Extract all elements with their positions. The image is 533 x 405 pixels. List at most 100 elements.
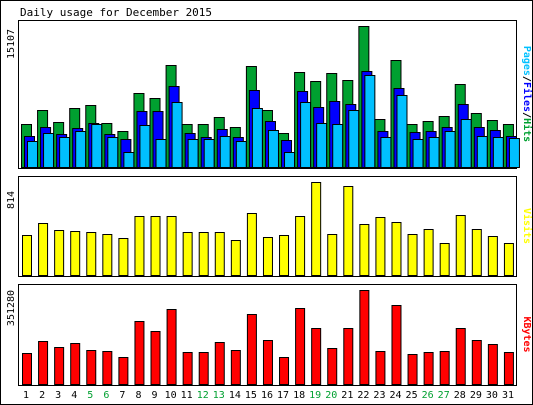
chart-panels: 15107Pages/Files/Hits814Visits351280KByt… [6,20,533,386]
bar-kbytes-day-24 [391,305,402,385]
bar-visits-day-23 [375,217,386,276]
bar-visits-day-22 [359,224,370,276]
bar-visits-day-28 [455,215,466,276]
bar-kbytes-day-7 [118,357,129,385]
bar-kbytes-day-5 [86,350,97,385]
bar-kbytes-day-10 [166,309,177,385]
x-tick-label-day: 15 [245,390,257,401]
bar-visits-day-3 [54,230,65,276]
bar-pages-day-10 [171,102,183,168]
y-axis-label: 814 [6,191,17,209]
x-tick-label-day: 7 [119,390,125,401]
bar-visits-day-8 [134,216,145,276]
x-tick-label-day: 18 [293,390,305,401]
bar-kbytes-day-30 [487,344,498,385]
bar-pages-day-6 [107,137,119,168]
bar-visits-day-30 [487,236,498,276]
bar-pages-day-24 [396,95,408,168]
legend-part: Hits [521,118,533,142]
legend-part: Files [521,82,533,112]
bar-pages-day-16 [267,130,279,168]
bar-visits-day-17 [279,235,290,276]
bar-kbytes-day-16 [262,340,273,385]
x-tick-label-day: 26 [422,390,434,401]
x-tick-label-day: 8 [135,390,141,401]
bar-visits-day-10 [166,216,177,276]
bar-pages-day-2 [43,133,55,168]
bar-pages-day-7 [123,152,135,168]
bar-visits-day-13 [214,232,225,276]
series-legend: KBytes [521,316,532,352]
bars [21,26,520,168]
bar-pages-day-27 [444,131,456,168]
bars [22,182,514,276]
bar-visits-day-16 [262,237,273,276]
bar-visits-day-31 [503,243,514,276]
bar-pages-day-4 [75,131,87,168]
bar-visits-day-9 [150,216,161,276]
x-tick-label-day: 17 [277,390,289,401]
plot-area-frame [18,284,517,386]
x-tick-label-day: 9 [152,390,158,401]
bar-pages-day-30 [492,137,504,168]
chart-panel-2: 814 Visits [6,176,533,277]
bar-pages-day-11 [187,139,199,168]
bar-pages-day-21 [348,110,360,168]
bar-kbytes-day-4 [70,343,81,385]
bar-visits-day-2 [38,223,49,276]
bar-visits-day-4 [70,231,81,276]
x-tick-label-day: 16 [261,390,273,401]
x-tick-label-day: 1 [23,390,29,401]
bar-visits-day-5 [86,232,97,276]
chart-panel-3: 351280 KBytes [6,284,532,386]
x-tick-label-day: 6 [103,390,109,401]
x-tick-label-day: 20 [325,390,337,401]
bar-kbytes-day-9 [150,331,161,385]
bar-pages-day-25 [412,139,424,168]
bar-kbytes-day-14 [230,350,241,385]
bar-kbytes-day-21 [343,328,354,385]
x-tick-label-day: 5 [87,390,93,401]
bar-kbytes-day-6 [102,351,113,385]
bar-pages-day-5 [91,124,103,168]
bar-visits-day-21 [343,186,354,276]
bar-pages-day-8 [139,125,151,168]
legend-part: / [521,112,532,118]
legend-part: Pages [521,46,532,76]
bar-kbytes-day-18 [295,308,306,385]
bar-visits-day-26 [423,229,434,276]
bar-visits-day-7 [118,238,129,276]
bar-visits-day-20 [327,234,338,276]
bar-visits-day-11 [182,232,193,276]
bar-kbytes-day-29 [471,340,482,385]
bar-pages-day-23 [380,137,392,168]
bar-visits-day-19 [311,182,322,276]
bar-kbytes-day-19 [311,328,322,385]
bar-kbytes-day-17 [279,357,290,385]
bar-kbytes-day-1 [22,353,32,385]
bar-kbytes-day-25 [407,354,418,385]
y-axis-label: 15107 [6,29,17,59]
bar-pages-day-19 [316,123,328,168]
bar-visits-day-18 [295,216,306,276]
bar-pages-day-3 [59,137,71,168]
x-tick-label-day: 13 [213,390,225,401]
bar-pages-day-15 [251,108,263,168]
bar-kbytes-day-15 [246,314,257,385]
series-legend: Visits [521,208,533,244]
bar-visits-day-6 [102,234,113,276]
bar-kbytes-day-3 [54,347,65,385]
bar-kbytes-day-12 [198,352,209,385]
bar-kbytes-day-13 [214,342,225,385]
bar-kbytes-day-8 [134,321,145,385]
plot-area-frame [18,20,517,169]
x-tick-label-day: 10 [165,390,177,401]
bar-kbytes-day-28 [455,328,466,385]
x-tick-label-day: 23 [373,390,385,401]
bars [22,290,514,385]
x-tick-label-day: 28 [454,390,466,401]
bar-kbytes-day-2 [38,341,49,385]
x-tick-label-day: 3 [55,390,61,401]
